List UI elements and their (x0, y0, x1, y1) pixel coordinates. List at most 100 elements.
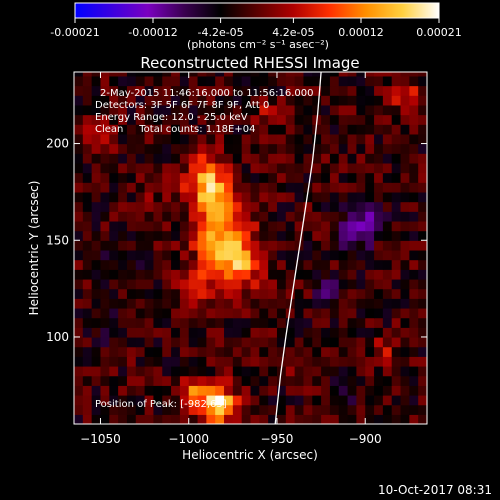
image-pixel (312, 85, 322, 96)
image-pixel (329, 307, 340, 319)
image-pixel (391, 298, 402, 309)
image-pixel (82, 211, 93, 222)
image-pixel (82, 269, 93, 280)
image-pixel (391, 75, 402, 87)
image-pixel (144, 346, 155, 357)
image-pixel (109, 414, 119, 424)
image-pixel (285, 404, 296, 415)
image-pixel (91, 124, 102, 135)
image-pixel (144, 124, 155, 135)
image-pixel (100, 240, 110, 251)
image-pixel (338, 327, 349, 338)
image-pixel (356, 317, 366, 328)
image-pixel (153, 298, 163, 309)
image-pixel (285, 394, 296, 406)
image-pixel (356, 346, 366, 357)
image-pixel (365, 346, 375, 357)
image-pixel (241, 95, 252, 106)
image-pixel (418, 124, 427, 135)
image-pixel (135, 153, 146, 164)
image-pixel (400, 249, 410, 261)
image-pixel (259, 72, 269, 77)
image-pixel (303, 365, 313, 377)
image-pixel (126, 230, 137, 241)
image-pixel (232, 249, 243, 261)
image-pixel (268, 95, 278, 106)
image-pixel (312, 124, 322, 135)
image-pixel (206, 220, 216, 232)
image-pixel (224, 133, 234, 145)
image-pixel (74, 201, 84, 212)
image-pixel (365, 211, 375, 222)
image-pixel (268, 375, 278, 386)
image-pixel (215, 162, 225, 174)
image-pixel (418, 288, 427, 299)
image-pixel (109, 85, 119, 96)
image-pixel (100, 375, 110, 386)
image-pixel (74, 104, 84, 116)
image-pixel (74, 182, 84, 193)
image-pixel (356, 191, 366, 203)
image-pixel (109, 404, 119, 415)
image-pixel (232, 385, 243, 396)
image-pixel (329, 288, 340, 299)
image-pixel (391, 162, 402, 174)
image-pixel (418, 240, 427, 251)
image-pixel (74, 230, 84, 241)
image-pixel (162, 191, 172, 203)
image-pixel (206, 346, 216, 357)
image-pixel (153, 85, 163, 96)
image-pixel (171, 211, 181, 222)
image-pixel (188, 394, 199, 406)
image-pixel (294, 365, 305, 377)
image-pixel (268, 230, 278, 241)
image-pixel (400, 365, 410, 377)
image-pixel (153, 191, 163, 203)
image-pixel (100, 365, 110, 377)
image-pixel (206, 211, 216, 222)
image-pixel (400, 327, 410, 338)
image-pixel (374, 72, 384, 77)
image-pixel (418, 269, 427, 280)
image-pixel (126, 356, 137, 367)
image-pixel (285, 220, 296, 232)
image-pixel (241, 201, 252, 212)
image-pixel (171, 162, 181, 174)
image-pixel (400, 298, 410, 309)
image-pixel (259, 298, 269, 309)
image-pixel (224, 288, 234, 299)
image-pixel (418, 162, 427, 174)
image-pixel (215, 85, 225, 96)
image-pixel (74, 85, 84, 96)
image-pixel (153, 288, 163, 299)
image-pixel (179, 201, 190, 212)
image-pixel (250, 124, 260, 135)
image-pixel (250, 249, 260, 261)
image-pixel (126, 220, 137, 232)
image-pixel (382, 191, 393, 203)
image-pixel (135, 336, 146, 348)
image-pixel (347, 162, 357, 174)
image-pixel (303, 153, 313, 164)
image-pixel (285, 269, 296, 280)
image-pixel (303, 385, 313, 396)
image-pixel (153, 114, 163, 125)
image-pixel (171, 230, 181, 241)
image-pixel (153, 153, 163, 164)
image-pixel (109, 240, 119, 251)
image-pixel (171, 414, 181, 424)
image-pixel (118, 162, 128, 174)
image-pixel (347, 414, 357, 424)
image-pixel (382, 298, 393, 309)
image-pixel (206, 365, 216, 377)
image-pixel (409, 317, 419, 328)
image-pixel (347, 191, 357, 203)
image-pixel (171, 375, 181, 386)
image-pixel (144, 240, 155, 251)
image-pixel (91, 133, 102, 145)
image-pixel (400, 182, 410, 193)
image-pixel (268, 182, 278, 193)
image-pixel (153, 75, 163, 87)
image-pixel (418, 278, 427, 290)
image-pixel (144, 375, 155, 386)
